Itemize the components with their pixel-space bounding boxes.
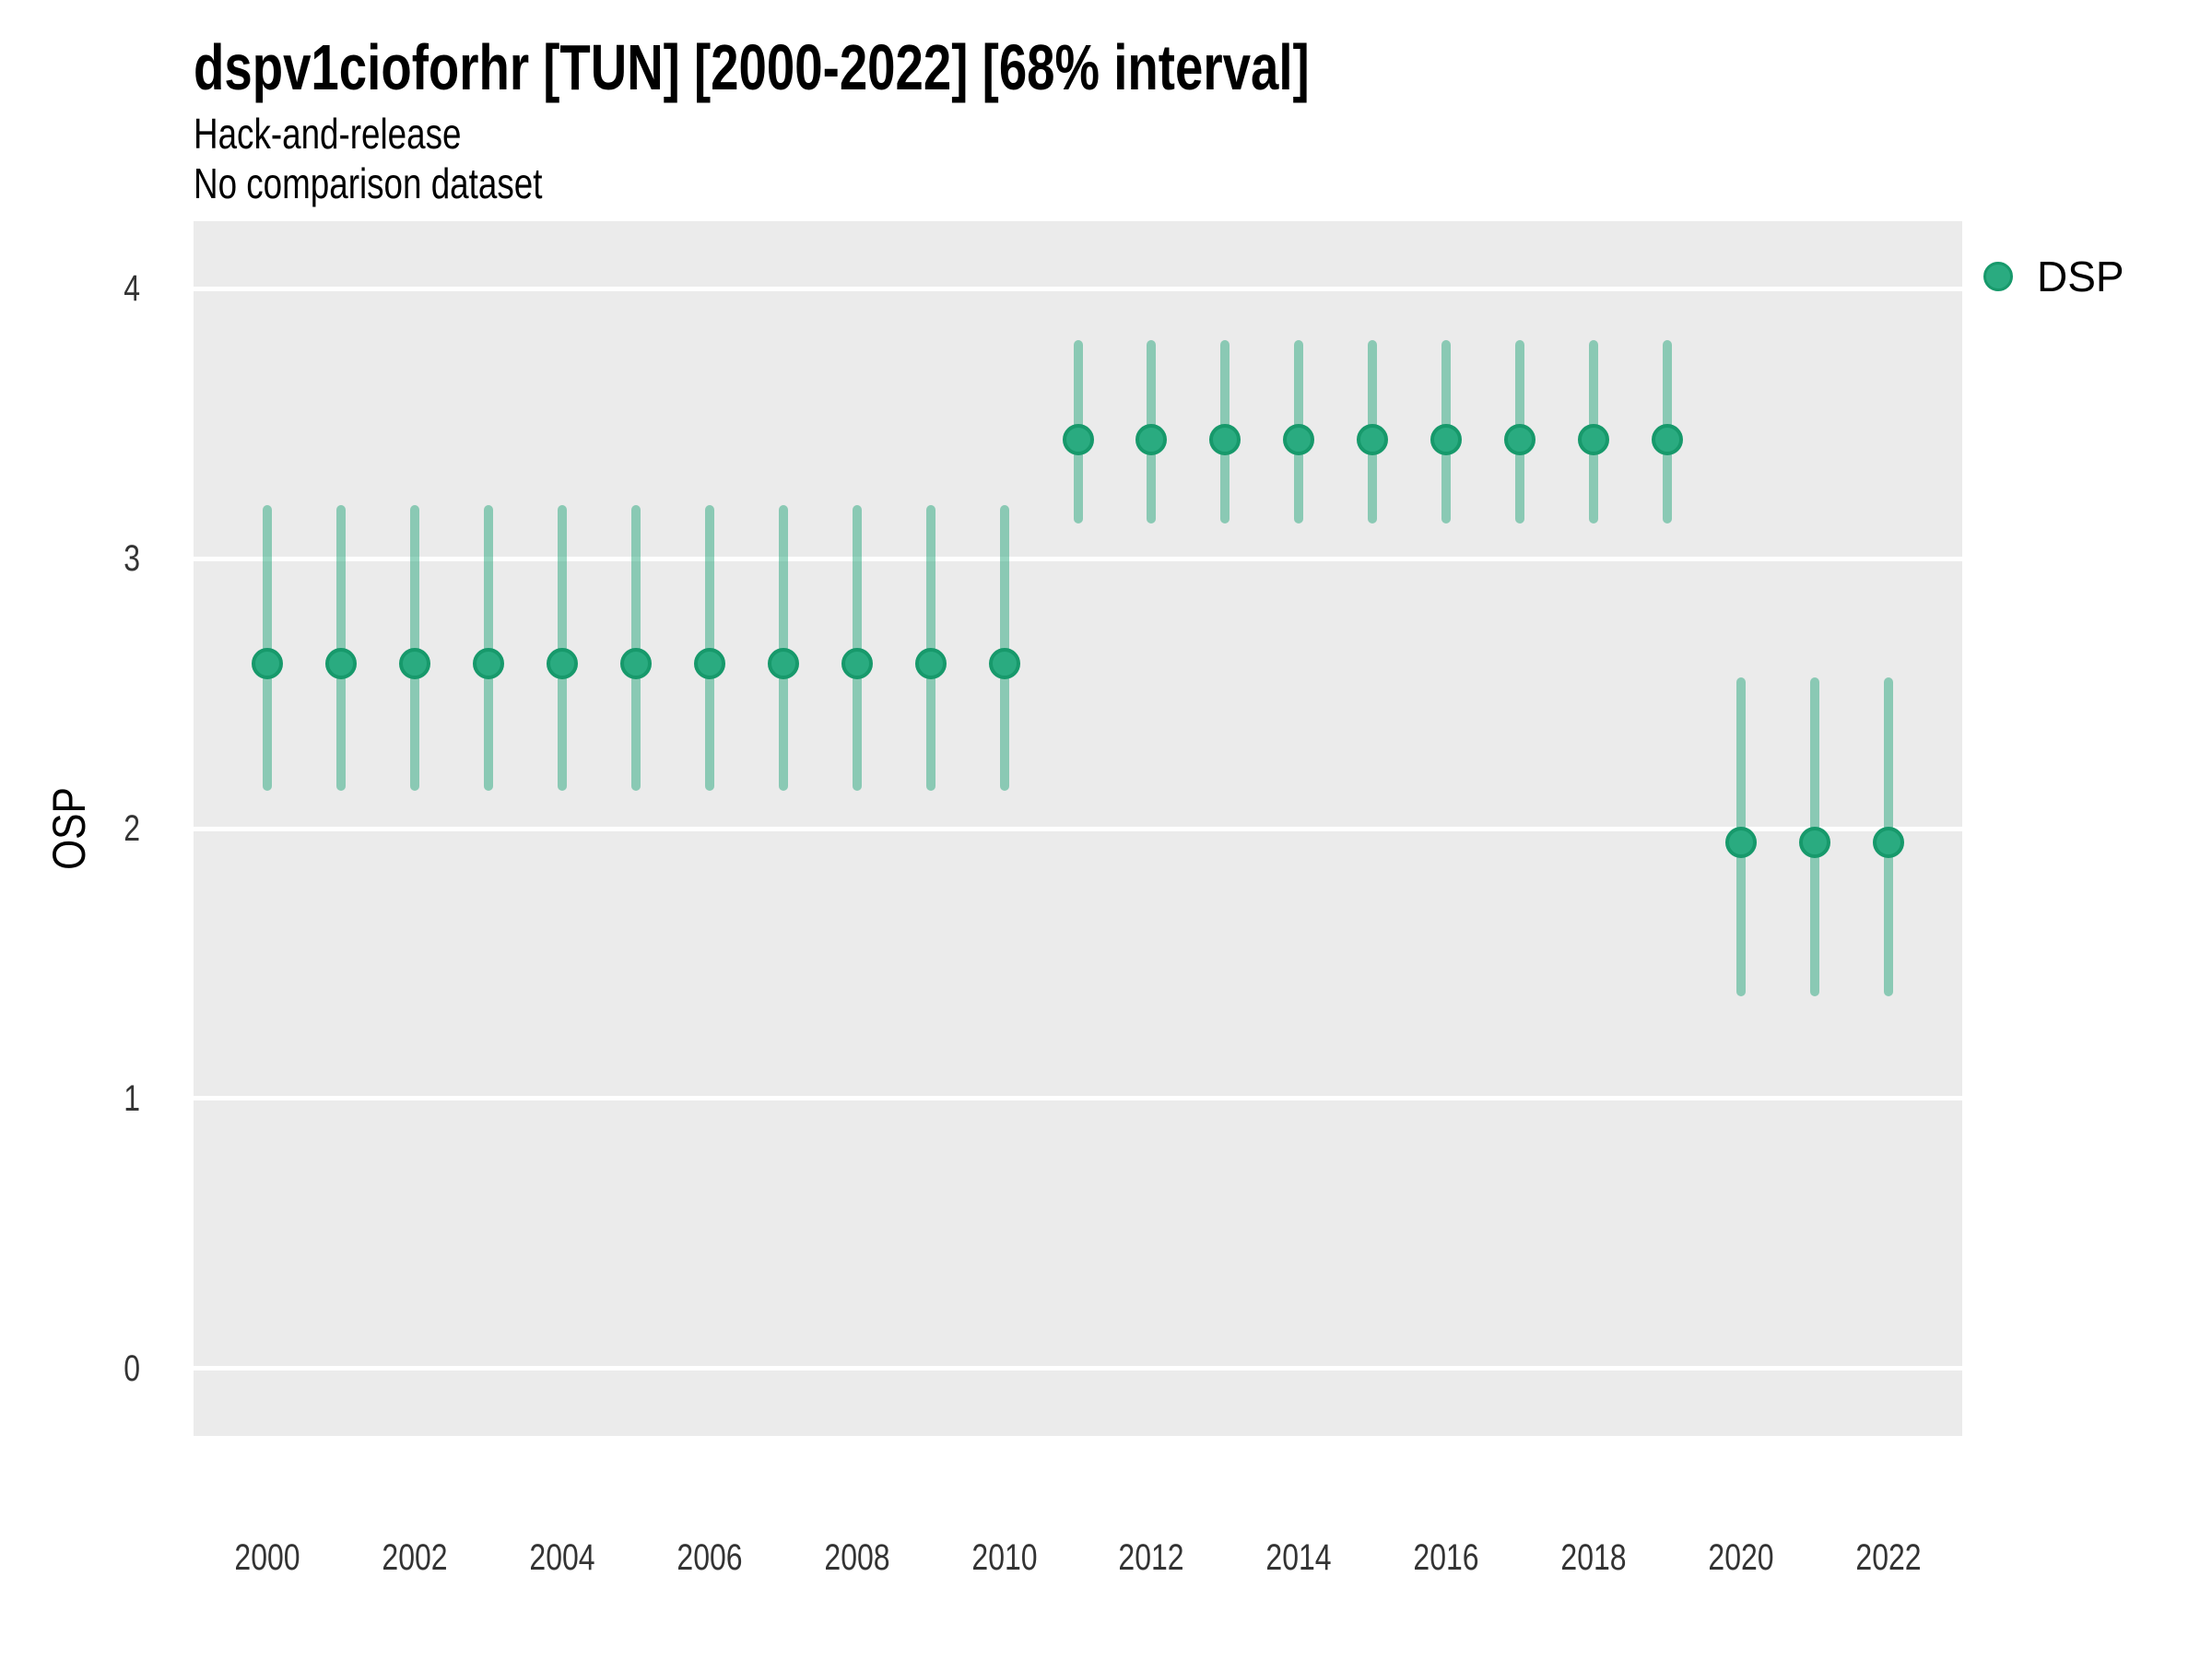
x-tick-label-2006: 2006 (677, 1537, 743, 1578)
errorbar-2008 (852, 504, 862, 791)
point-2020 (1725, 826, 1758, 858)
x-tick-label-2014: 2014 (1265, 1537, 1332, 1578)
x-tick-label-2000: 2000 (234, 1537, 300, 1578)
y-tick-label-0: 0 (124, 1347, 140, 1389)
chart-title: dspv1cioforhr [TUN] [2000-2022] [68% int… (194, 31, 1310, 103)
gridline-y-3 (194, 556, 1962, 561)
x-tick-label-2002: 2002 (382, 1537, 448, 1578)
point-2018 (1578, 424, 1610, 456)
errorbar-2000 (262, 504, 272, 791)
x-tick-label-2010: 2010 (971, 1537, 1038, 1578)
point-2009 (914, 648, 947, 680)
chart-subtitle-line2: No comparison dataset (194, 159, 543, 207)
errorbar-2001 (335, 504, 346, 791)
gridline-y-2 (194, 826, 1962, 831)
point-2017 (1504, 424, 1536, 456)
point-2022 (1873, 826, 1905, 858)
point-2000 (251, 648, 283, 680)
chart-subtitle-line1: Hack-and-release (194, 110, 462, 158)
y-tick-label-2: 2 (124, 808, 140, 849)
errorbar-2005 (630, 504, 641, 791)
plot-panel (194, 221, 1962, 1436)
errorbar-2010 (999, 504, 1009, 791)
point-2001 (324, 648, 357, 680)
point-2013 (1209, 424, 1241, 456)
point-2016 (1430, 424, 1463, 456)
legend-label-dsp: DSP (2037, 253, 2124, 300)
point-2014 (1283, 424, 1315, 456)
errorbar-2004 (557, 504, 567, 791)
x-tick-label-2008: 2008 (824, 1537, 890, 1578)
point-2002 (398, 648, 430, 680)
point-2011 (1062, 424, 1094, 456)
gridline-y-0 (194, 1366, 1962, 1371)
y-tick-label-1: 1 (124, 1077, 140, 1119)
point-2006 (693, 648, 725, 680)
gridline-y-4 (194, 286, 1962, 291)
y-tick-label-3: 3 (124, 538, 140, 580)
point-2021 (1799, 826, 1831, 858)
legend-marker-dsp (1983, 262, 2013, 291)
point-2012 (1135, 424, 1168, 456)
y-tick-label-4: 4 (124, 268, 140, 310)
errorbar-2002 (409, 504, 419, 791)
x-tick-label-2012: 2012 (1118, 1537, 1185, 1578)
point-2008 (841, 648, 873, 680)
x-tick-label-2004: 2004 (529, 1537, 595, 1578)
x-tick-label-2022: 2022 (1855, 1537, 1922, 1578)
point-2019 (1652, 424, 1684, 456)
point-2004 (546, 648, 578, 680)
point-2010 (988, 648, 1020, 680)
point-2005 (619, 648, 652, 680)
x-tick-label-2016: 2016 (1413, 1537, 1479, 1578)
gridline-y-1 (194, 1096, 1962, 1101)
point-2015 (1357, 424, 1389, 456)
legend: DSP (1983, 255, 2124, 298)
x-tick-label-2020: 2020 (1708, 1537, 1774, 1578)
errorbar-2007 (778, 504, 788, 791)
errorbar-2003 (483, 504, 493, 791)
errorbar-2006 (704, 504, 714, 791)
errorbar-2009 (925, 504, 935, 791)
x-tick-label-2018: 2018 (1560, 1537, 1627, 1578)
point-2003 (472, 648, 504, 680)
point-2007 (767, 648, 799, 680)
